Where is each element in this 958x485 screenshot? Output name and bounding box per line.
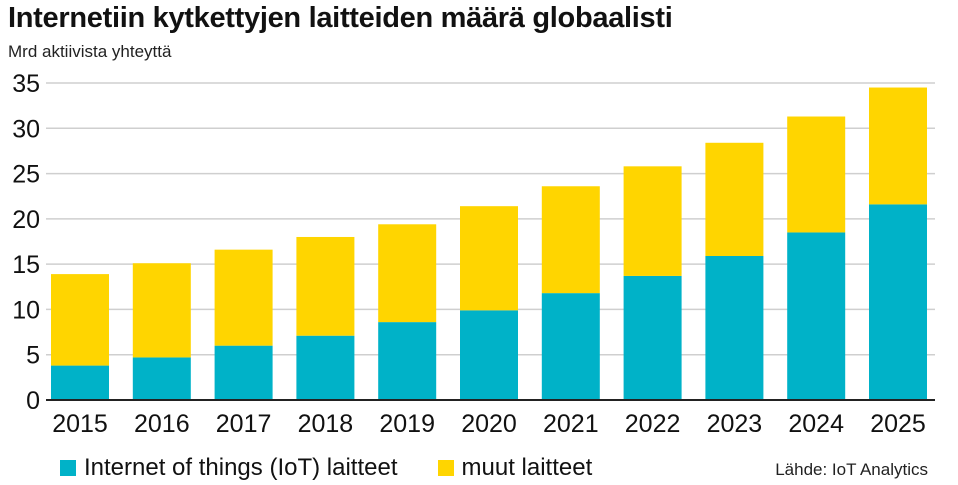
bar-segment-other — [132, 263, 191, 358]
x-tick-label: 2024 — [788, 410, 844, 438]
legend-label-iot: Internet of things (IoT) laitteet — [84, 454, 398, 481]
bar-segment-iot — [460, 310, 518, 400]
legend-entry-iot: Internet of things (IoT) laitteet — [60, 454, 398, 482]
bar-segment-other — [869, 87, 927, 205]
y-tick-label: 0 — [26, 387, 40, 415]
y-tick-label: 5 — [26, 342, 40, 370]
legend: Internet of things (IoT) laitteet muut l… — [60, 454, 592, 482]
legend-swatch-other — [437, 460, 454, 476]
y-tick-label: 15 — [12, 251, 40, 279]
bar-segment-iot — [51, 365, 109, 400]
x-tick-label: 2020 — [461, 410, 517, 438]
x-tick-label: 2016 — [134, 410, 190, 438]
bar-segment-iot — [214, 345, 273, 400]
bar-segment-other — [705, 142, 764, 256]
y-tick-label: 20 — [12, 206, 40, 234]
x-tick-label: 2021 — [543, 410, 599, 438]
y-tick-label: 30 — [12, 115, 40, 143]
chart-subtitle: Mrd aktiivista yhteyttä — [8, 42, 172, 61]
y-tick-label: 25 — [12, 161, 40, 189]
bar-segment-other — [378, 224, 437, 323]
bar-segment-iot — [705, 255, 764, 400]
bar-segment-iot — [378, 322, 437, 400]
bar-segment-other — [51, 274, 109, 366]
source-note: Lähde: IoT Analytics — [775, 460, 928, 479]
chart-title: Internetiin kytkettyjen laitteiden määrä… — [8, 2, 673, 34]
y-tick-label: 10 — [12, 296, 40, 324]
bar-segment-iot — [869, 204, 927, 400]
legend-swatch-iot — [60, 460, 76, 476]
x-tick-label: 2015 — [52, 410, 108, 438]
bar-segment-other — [623, 166, 682, 276]
x-tick-label: 2022 — [625, 410, 681, 438]
legend-entry-other: muut laitteet — [437, 454, 593, 482]
bar-segment-other — [541, 186, 600, 294]
x-tick-label: 2017 — [216, 410, 272, 438]
legend-label-other: muut laitteet — [461, 454, 593, 481]
x-tick-label: 2018 — [298, 410, 354, 438]
bar-segment-iot — [787, 232, 846, 400]
bar-segment-iot — [541, 293, 600, 400]
bar-segment-other — [214, 249, 273, 346]
x-tick-label: 2019 — [379, 410, 435, 438]
bar-segment-iot — [132, 357, 191, 400]
bar-segment-other — [787, 116, 846, 233]
bar-segment-other — [460, 206, 518, 311]
bar-segment-iot — [296, 335, 355, 400]
x-tick-label: 2025 — [870, 410, 926, 438]
bar-segment-iot — [623, 275, 682, 400]
bar-segment-other — [296, 236, 355, 336]
x-tick-label: 2023 — [707, 410, 763, 438]
y-tick-label: 35 — [12, 70, 40, 98]
